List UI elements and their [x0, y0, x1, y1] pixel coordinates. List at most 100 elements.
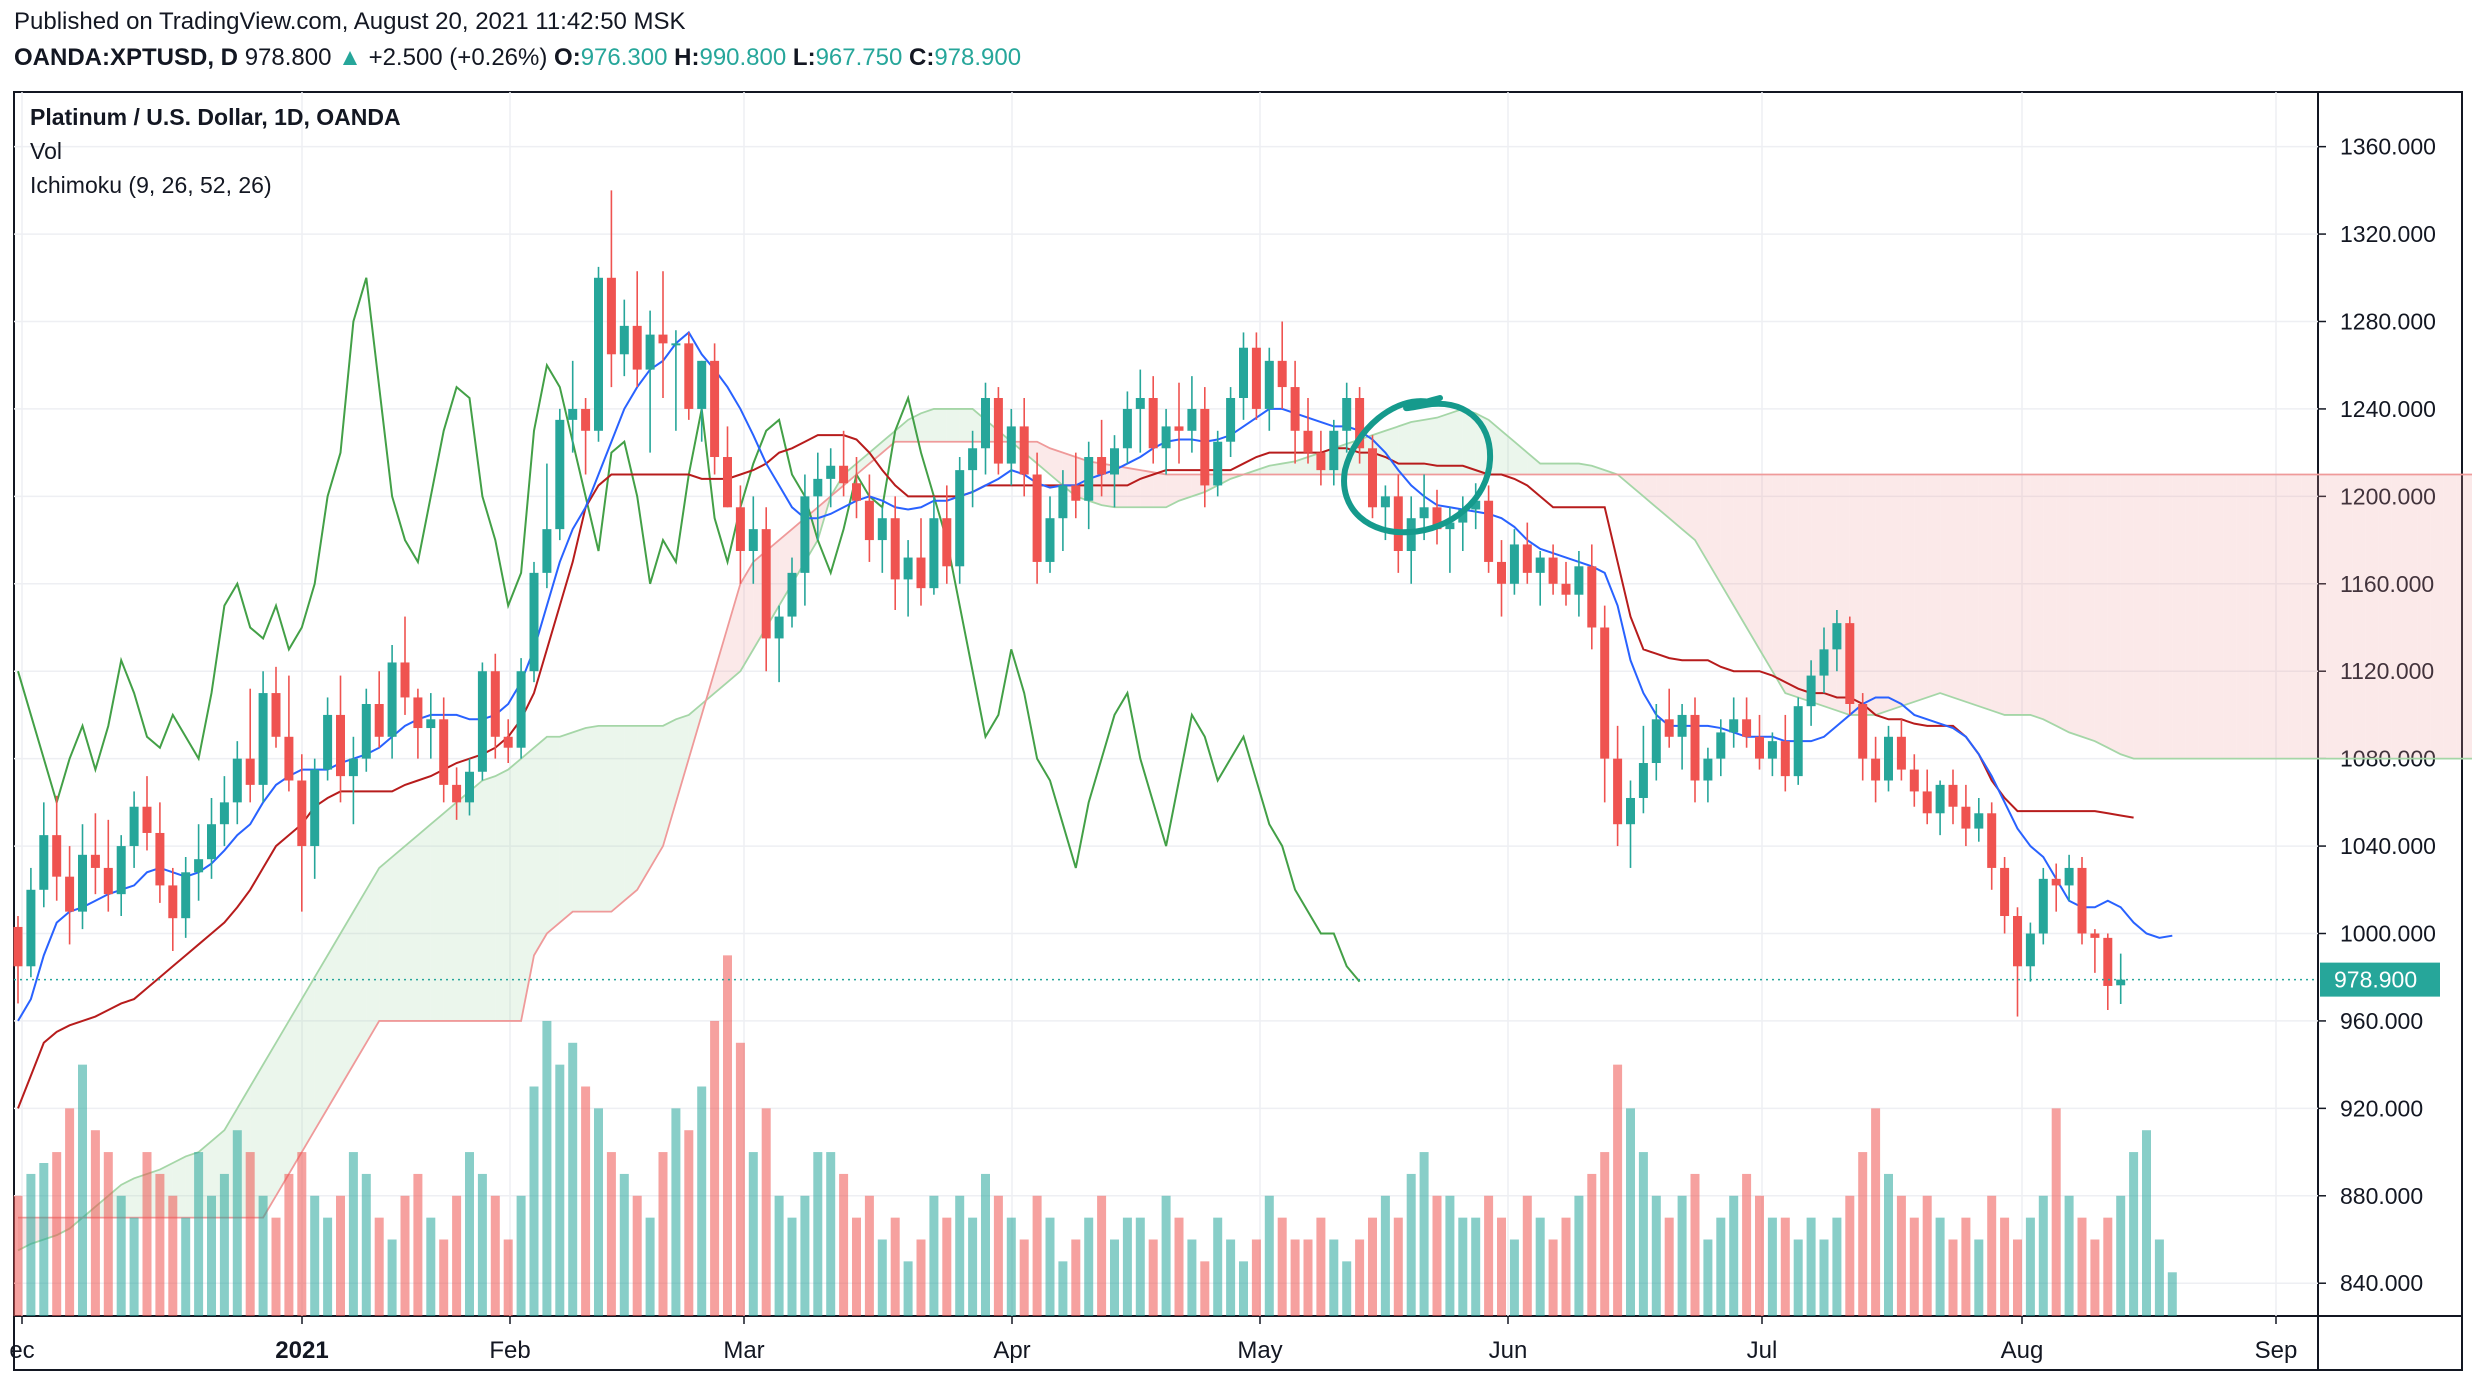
kumo-cloud-segment: [2288, 474, 2302, 759]
candle-body: [1032, 474, 1042, 562]
kumo-cloud-segment: [2185, 474, 2199, 759]
volume-bar: [1458, 1217, 1468, 1316]
kumo-cloud-segment: [1037, 441, 1050, 475]
kumo-cloud-segment: [546, 736, 560, 934]
y-tick-label: 1120.000: [2340, 658, 2434, 684]
kumo-cloud-segment: [2236, 474, 2250, 759]
volume-bar: [658, 1152, 668, 1316]
volume-bar: [1097, 1195, 1107, 1316]
kumo-cloud-segment: [2159, 474, 2173, 759]
kumo-cloud-segment: [2327, 474, 2340, 759]
candle-body: [1122, 408, 1132, 449]
volume-bar: [1767, 1217, 1777, 1316]
volume-bar: [1393, 1217, 1403, 1316]
volume-bar: [490, 1195, 500, 1316]
kumo-cloud-segment: [1875, 474, 1889, 715]
candle-body: [2000, 867, 2010, 917]
symbol-bar: OANDA:XPTUSD, D 978.800 ▲ +2.500 (+0.26%…: [14, 44, 1021, 72]
volume-bar: [310, 1195, 320, 1316]
volume-bar: [78, 1064, 87, 1316]
conversion-line: [17, 330, 2173, 1022]
y-tick-label: 920.000: [2340, 1095, 2423, 1121]
kumo-cloud-segment: [663, 719, 676, 847]
candle-body: [1239, 347, 1248, 398]
kumo-cloud-segment: [2262, 474, 2276, 759]
volume-bar: [336, 1195, 345, 1316]
volume-bar: [800, 1195, 810, 1316]
volume-bar: [723, 955, 732, 1316]
volume-bar: [194, 1152, 204, 1316]
volume-bar: [1626, 1108, 1635, 1316]
candle-body: [271, 693, 281, 737]
high-label: H:: [674, 44, 700, 71]
candle-body: [529, 572, 539, 672]
candle-body: [2025, 933, 2035, 967]
kumo-cloud-segment: [392, 846, 405, 1021]
candle-body: [774, 616, 784, 639]
kumo-cloud-segment: [1127, 467, 1141, 508]
candle-body: [1755, 736, 1764, 759]
kumo-cloud-segment: [405, 835, 418, 1021]
candle-body: [400, 662, 410, 698]
candle-body: [1896, 736, 1906, 770]
volume-bar: [1161, 1195, 1171, 1316]
volume-bar: [529, 1086, 539, 1316]
kumo-cloud-segment: [2030, 474, 2044, 720]
volume-bar: [1264, 1195, 1274, 1316]
symbol-name[interactable]: OANDA:XPTUSD, D: [14, 44, 239, 71]
candle-body: [1535, 557, 1545, 573]
volume-bar: [168, 1195, 178, 1316]
kumo-cloud-segment: [740, 561, 754, 672]
volume-bar: [1251, 1239, 1261, 1316]
candle-body: [787, 572, 797, 617]
candle-body: [1329, 430, 1339, 471]
volume-bar: [542, 1020, 552, 1316]
legend-volume[interactable]: Vol: [30, 138, 62, 164]
volume-bar: [116, 1195, 126, 1316]
candle-body: [877, 518, 887, 541]
volume-bar: [207, 1195, 216, 1316]
volume-bar: [1135, 1217, 1145, 1316]
volume-bar: [761, 1108, 771, 1316]
senkou-span-a-line: [17, 407, 2472, 1252]
x-tick-label: ec: [9, 1337, 34, 1364]
kumo-cloud-segment: [2120, 474, 2134, 759]
kumo-cloud-segment: [1669, 474, 1683, 530]
candle-body: [723, 457, 732, 508]
y-tick-label: 1000.000: [2340, 921, 2436, 947]
candle-body: [1909, 769, 1919, 792]
candle-body: [1819, 649, 1829, 676]
y-tick-label: 1160.000: [2340, 571, 2434, 597]
candle-body: [1458, 509, 1468, 523]
volume-bar: [929, 1195, 939, 1316]
volume-bar: [477, 1173, 487, 1316]
candle-body: [684, 343, 694, 409]
candle-body: [181, 872, 191, 919]
candle-body: [426, 719, 436, 729]
volume-bar: [1213, 1217, 1223, 1316]
candle-body: [555, 419, 565, 530]
volume-bar: [968, 1217, 978, 1316]
kumo-cloud-segment: [2404, 474, 2418, 759]
candle-body: [103, 867, 113, 895]
kumo-cloud-segment: [675, 714, 689, 803]
volume-bar: [1329, 1239, 1339, 1316]
kumo-cloud-segment: [1978, 474, 1992, 711]
candle-body: [1522, 544, 1532, 573]
candle-body: [310, 769, 320, 847]
volume-bar: [155, 1173, 165, 1316]
kumo-cloud-segment: [933, 408, 947, 442]
volume-bar: [1110, 1239, 1119, 1316]
volume-bar: [284, 1173, 294, 1316]
candle-body: [1832, 623, 1842, 650]
kumo-cloud-segment: [534, 736, 547, 956]
kumo-cloud-segment: [2314, 474, 2328, 759]
kumo-cloud-segment: [2249, 474, 2263, 759]
volume-bar: [632, 1195, 642, 1316]
candle-body: [1587, 566, 1597, 628]
open-label: O:: [554, 44, 581, 71]
legend-ichimoku[interactable]: Ichimoku (9, 26, 52, 26): [30, 172, 272, 198]
kumo-cloud-segment: [482, 776, 496, 1021]
kumo-cloud-segment: [1501, 430, 1515, 475]
